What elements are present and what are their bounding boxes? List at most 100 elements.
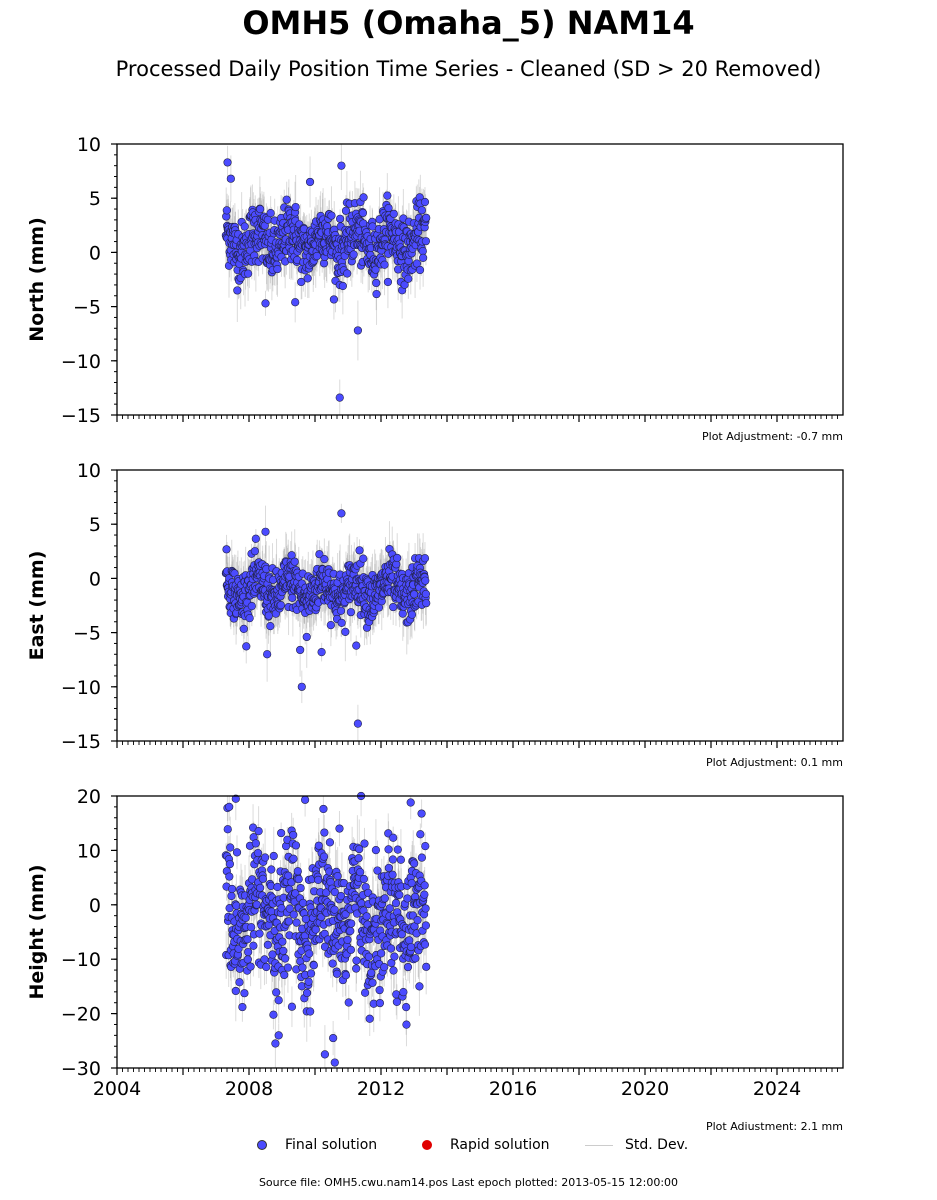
y-tick-label: −5 — [73, 297, 101, 319]
data-point — [329, 295, 339, 304]
data-point — [288, 593, 297, 602]
data-point — [413, 916, 422, 925]
std-dev-bars — [225, 144, 427, 415]
legend-std: Std. Dev. — [585, 1137, 688, 1153]
y-tick-label: 5 — [89, 514, 101, 536]
y-tick-label: −10 — [61, 351, 101, 373]
x-tick-label: 2024 — [753, 1078, 801, 1100]
data-point — [246, 962, 255, 971]
y-tick-label: −15 — [61, 405, 101, 427]
chart-title: OMH5 (Omaha_5) NAM14 — [242, 4, 695, 42]
data-point — [383, 191, 392, 200]
data-point — [319, 804, 328, 814]
x-tick-label: 2020 — [621, 1078, 669, 1100]
plot-adjustment: Plot Adjustment: 2.1 mm — [706, 1120, 843, 1130]
data-point — [421, 904, 430, 913]
data-point — [362, 912, 371, 921]
data-point — [389, 209, 398, 218]
y-axis-label: Height (mm) — [26, 864, 48, 999]
data-point — [358, 208, 368, 218]
data-point — [306, 1007, 315, 1016]
data-point — [364, 952, 373, 961]
data-point — [375, 998, 385, 1008]
data-point — [273, 264, 282, 274]
data-point — [315, 550, 324, 559]
y-tick-label: 20 — [77, 786, 101, 808]
data-point — [421, 842, 430, 851]
panel-1: 10 5 0 −5 −10 −15 North (mm) Plot Adjustment: -… — [26, 134, 844, 443]
axes-frame — [116, 143, 844, 416]
data-point — [415, 265, 425, 275]
data-point — [296, 883, 305, 893]
data-point — [261, 299, 270, 308]
data-point — [223, 158, 232, 167]
data-point — [235, 978, 244, 987]
data-point — [298, 898, 308, 908]
data-point — [242, 642, 251, 651]
data-point — [403, 962, 413, 972]
data-point — [311, 925, 320, 934]
data-point — [371, 845, 381, 855]
data-points — [221, 791, 431, 1067]
data-point — [402, 1003, 411, 1012]
data-point — [359, 193, 368, 202]
data-point — [227, 884, 237, 894]
data-point — [253, 848, 263, 858]
rapid-solution-marker-icon — [422, 1140, 432, 1150]
legend: Final solution Rapid solution Std. Dev. — [0, 1137, 937, 1159]
data-point — [250, 547, 260, 556]
data-points — [221, 509, 431, 728]
data-point — [225, 859, 235, 869]
data-point — [226, 843, 235, 852]
data-point — [306, 969, 316, 978]
data-point — [222, 545, 231, 554]
data-point — [297, 682, 306, 691]
data-point — [293, 867, 302, 876]
data-point — [222, 206, 231, 215]
data-point — [240, 222, 249, 231]
data-point — [285, 904, 294, 913]
data-point — [398, 609, 407, 618]
data-point — [390, 952, 399, 961]
data-point — [403, 894, 412, 903]
data-point — [410, 590, 419, 599]
data-point — [226, 174, 235, 183]
data-point — [314, 875, 323, 885]
data-point — [383, 277, 393, 287]
data-point — [231, 794, 240, 803]
data-point — [302, 632, 311, 642]
std-dev-line-icon — [585, 1144, 613, 1146]
data-point — [349, 250, 358, 259]
data-point — [271, 1039, 280, 1048]
data-point — [406, 798, 415, 807]
data-point — [388, 855, 397, 864]
data-point — [320, 1050, 330, 1059]
y-tick-label: −5 — [73, 623, 101, 645]
data-point — [326, 621, 335, 630]
data-point — [385, 904, 394, 913]
data-point — [282, 195, 291, 204]
data-point — [421, 589, 431, 599]
data-point — [260, 853, 270, 862]
panel-2: 10 5 0 −5 −10 −15 East (mm) Plot Adjustment: 0.… — [26, 460, 844, 769]
data-point — [289, 854, 298, 863]
data-point — [289, 910, 298, 919]
data-point — [287, 1002, 297, 1011]
data-point — [292, 918, 301, 927]
data-point — [421, 576, 430, 585]
data-point — [256, 205, 265, 214]
legend-final: Final solution — [257, 1137, 377, 1153]
data-point — [281, 954, 290, 963]
data-point — [239, 624, 248, 633]
data-point — [368, 978, 377, 987]
data-point — [352, 956, 361, 965]
data-point — [291, 889, 300, 898]
data-point — [244, 947, 253, 957]
data-point — [343, 269, 352, 278]
data-point — [272, 988, 281, 997]
data-point — [380, 894, 389, 903]
y-axis-label: East (mm) — [26, 551, 48, 661]
y-tick-label: 0 — [89, 568, 101, 590]
data-point — [243, 955, 252, 964]
data-point — [341, 206, 351, 215]
